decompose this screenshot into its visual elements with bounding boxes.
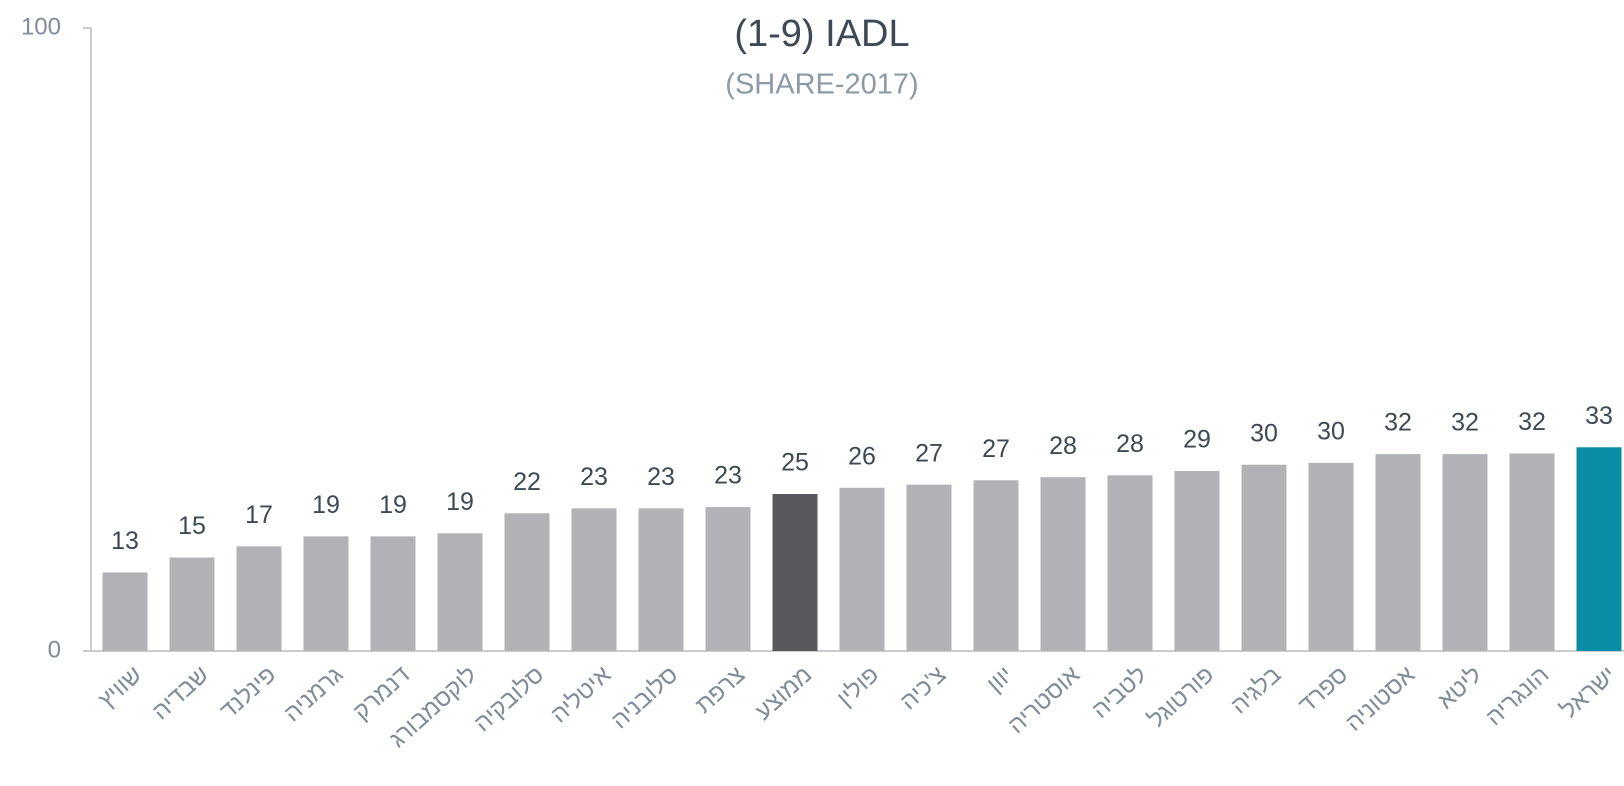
x-tick-label: בלגיה — [1226, 661, 1287, 719]
bar — [1174, 470, 1220, 651]
x-tick-label: ספרד — [1293, 661, 1353, 719]
bar — [973, 480, 1019, 651]
bar — [236, 546, 282, 651]
value-label: 23 — [714, 462, 742, 490]
bar — [1509, 453, 1555, 651]
x-tick-label: סלובניה — [606, 661, 683, 734]
value-label: 29 — [1183, 426, 1211, 454]
bar — [1442, 454, 1488, 651]
x-tick-label: שוויץ — [93, 661, 147, 713]
value-label: 15 — [178, 512, 206, 540]
value-label: 25 — [781, 449, 809, 477]
bar — [1576, 447, 1622, 651]
value-label: 30 — [1317, 417, 1345, 445]
value-label: 22 — [513, 468, 541, 496]
bar — [839, 487, 885, 651]
x-tick-label: ישראל — [1556, 661, 1622, 724]
x-tick-label: שבדיה — [147, 661, 214, 725]
bar — [437, 533, 483, 651]
x-tick-label: אסטוניה — [1341, 661, 1421, 737]
value-label: 32 — [1451, 409, 1479, 437]
x-tick-label: פינלנד — [215, 661, 281, 725]
x-tick-label: יוון — [982, 661, 1019, 698]
bar — [169, 557, 215, 651]
bar — [1241, 464, 1287, 651]
value-label: 33 — [1585, 402, 1613, 430]
bar — [303, 536, 349, 651]
value-label: 19 — [446, 488, 474, 516]
value-label: 32 — [1384, 409, 1412, 437]
value-label: 32 — [1518, 408, 1546, 436]
bar — [705, 507, 751, 651]
value-label: 27 — [982, 435, 1010, 463]
x-tick-label: גרמניה — [279, 661, 348, 727]
x-tick-label: אוסטריה — [1003, 661, 1085, 739]
bar — [1375, 454, 1421, 651]
value-label: 27 — [915, 439, 943, 467]
value-label: 28 — [1049, 432, 1077, 460]
bar — [571, 508, 617, 651]
bar — [1308, 462, 1354, 651]
value-label: 19 — [379, 491, 407, 519]
value-label: 13 — [111, 527, 139, 555]
chart-subtitle: (SHARE-2017) — [725, 69, 918, 101]
chart-title: (1-9) IADL — [734, 13, 909, 55]
bar — [1040, 477, 1086, 651]
value-label: 17 — [245, 501, 273, 529]
x-tick-label: צרפת — [690, 661, 750, 719]
bar — [638, 508, 684, 651]
x-tick-label: איטליה — [546, 661, 617, 728]
value-label: 19 — [312, 491, 340, 519]
x-tick-label: צ'כיה — [895, 661, 951, 715]
bar — [906, 484, 952, 651]
x-tick-label: לטביה — [1087, 661, 1152, 724]
x-tick-label: פורטוגל — [1143, 661, 1219, 733]
value-label: 23 — [580, 463, 608, 491]
bar — [772, 494, 818, 651]
value-label: 28 — [1116, 430, 1144, 458]
x-tick-label: סלובקיה — [469, 661, 549, 737]
bar — [1107, 475, 1153, 651]
x-tick-label: הונגריה — [1481, 661, 1555, 731]
bar — [102, 572, 148, 651]
bar — [504, 513, 550, 651]
bar — [370, 536, 416, 651]
y-tick-label: 0 — [48, 636, 61, 663]
x-tick-label: פולין — [832, 661, 884, 712]
x-tick-label: ליטא — [1432, 661, 1487, 714]
y-tick-label: 100 — [21, 13, 61, 40]
value-label: 23 — [647, 463, 675, 491]
value-label: 26 — [848, 442, 876, 470]
value-label: 30 — [1250, 419, 1278, 447]
x-tick-label: ממוצע — [750, 661, 817, 725]
